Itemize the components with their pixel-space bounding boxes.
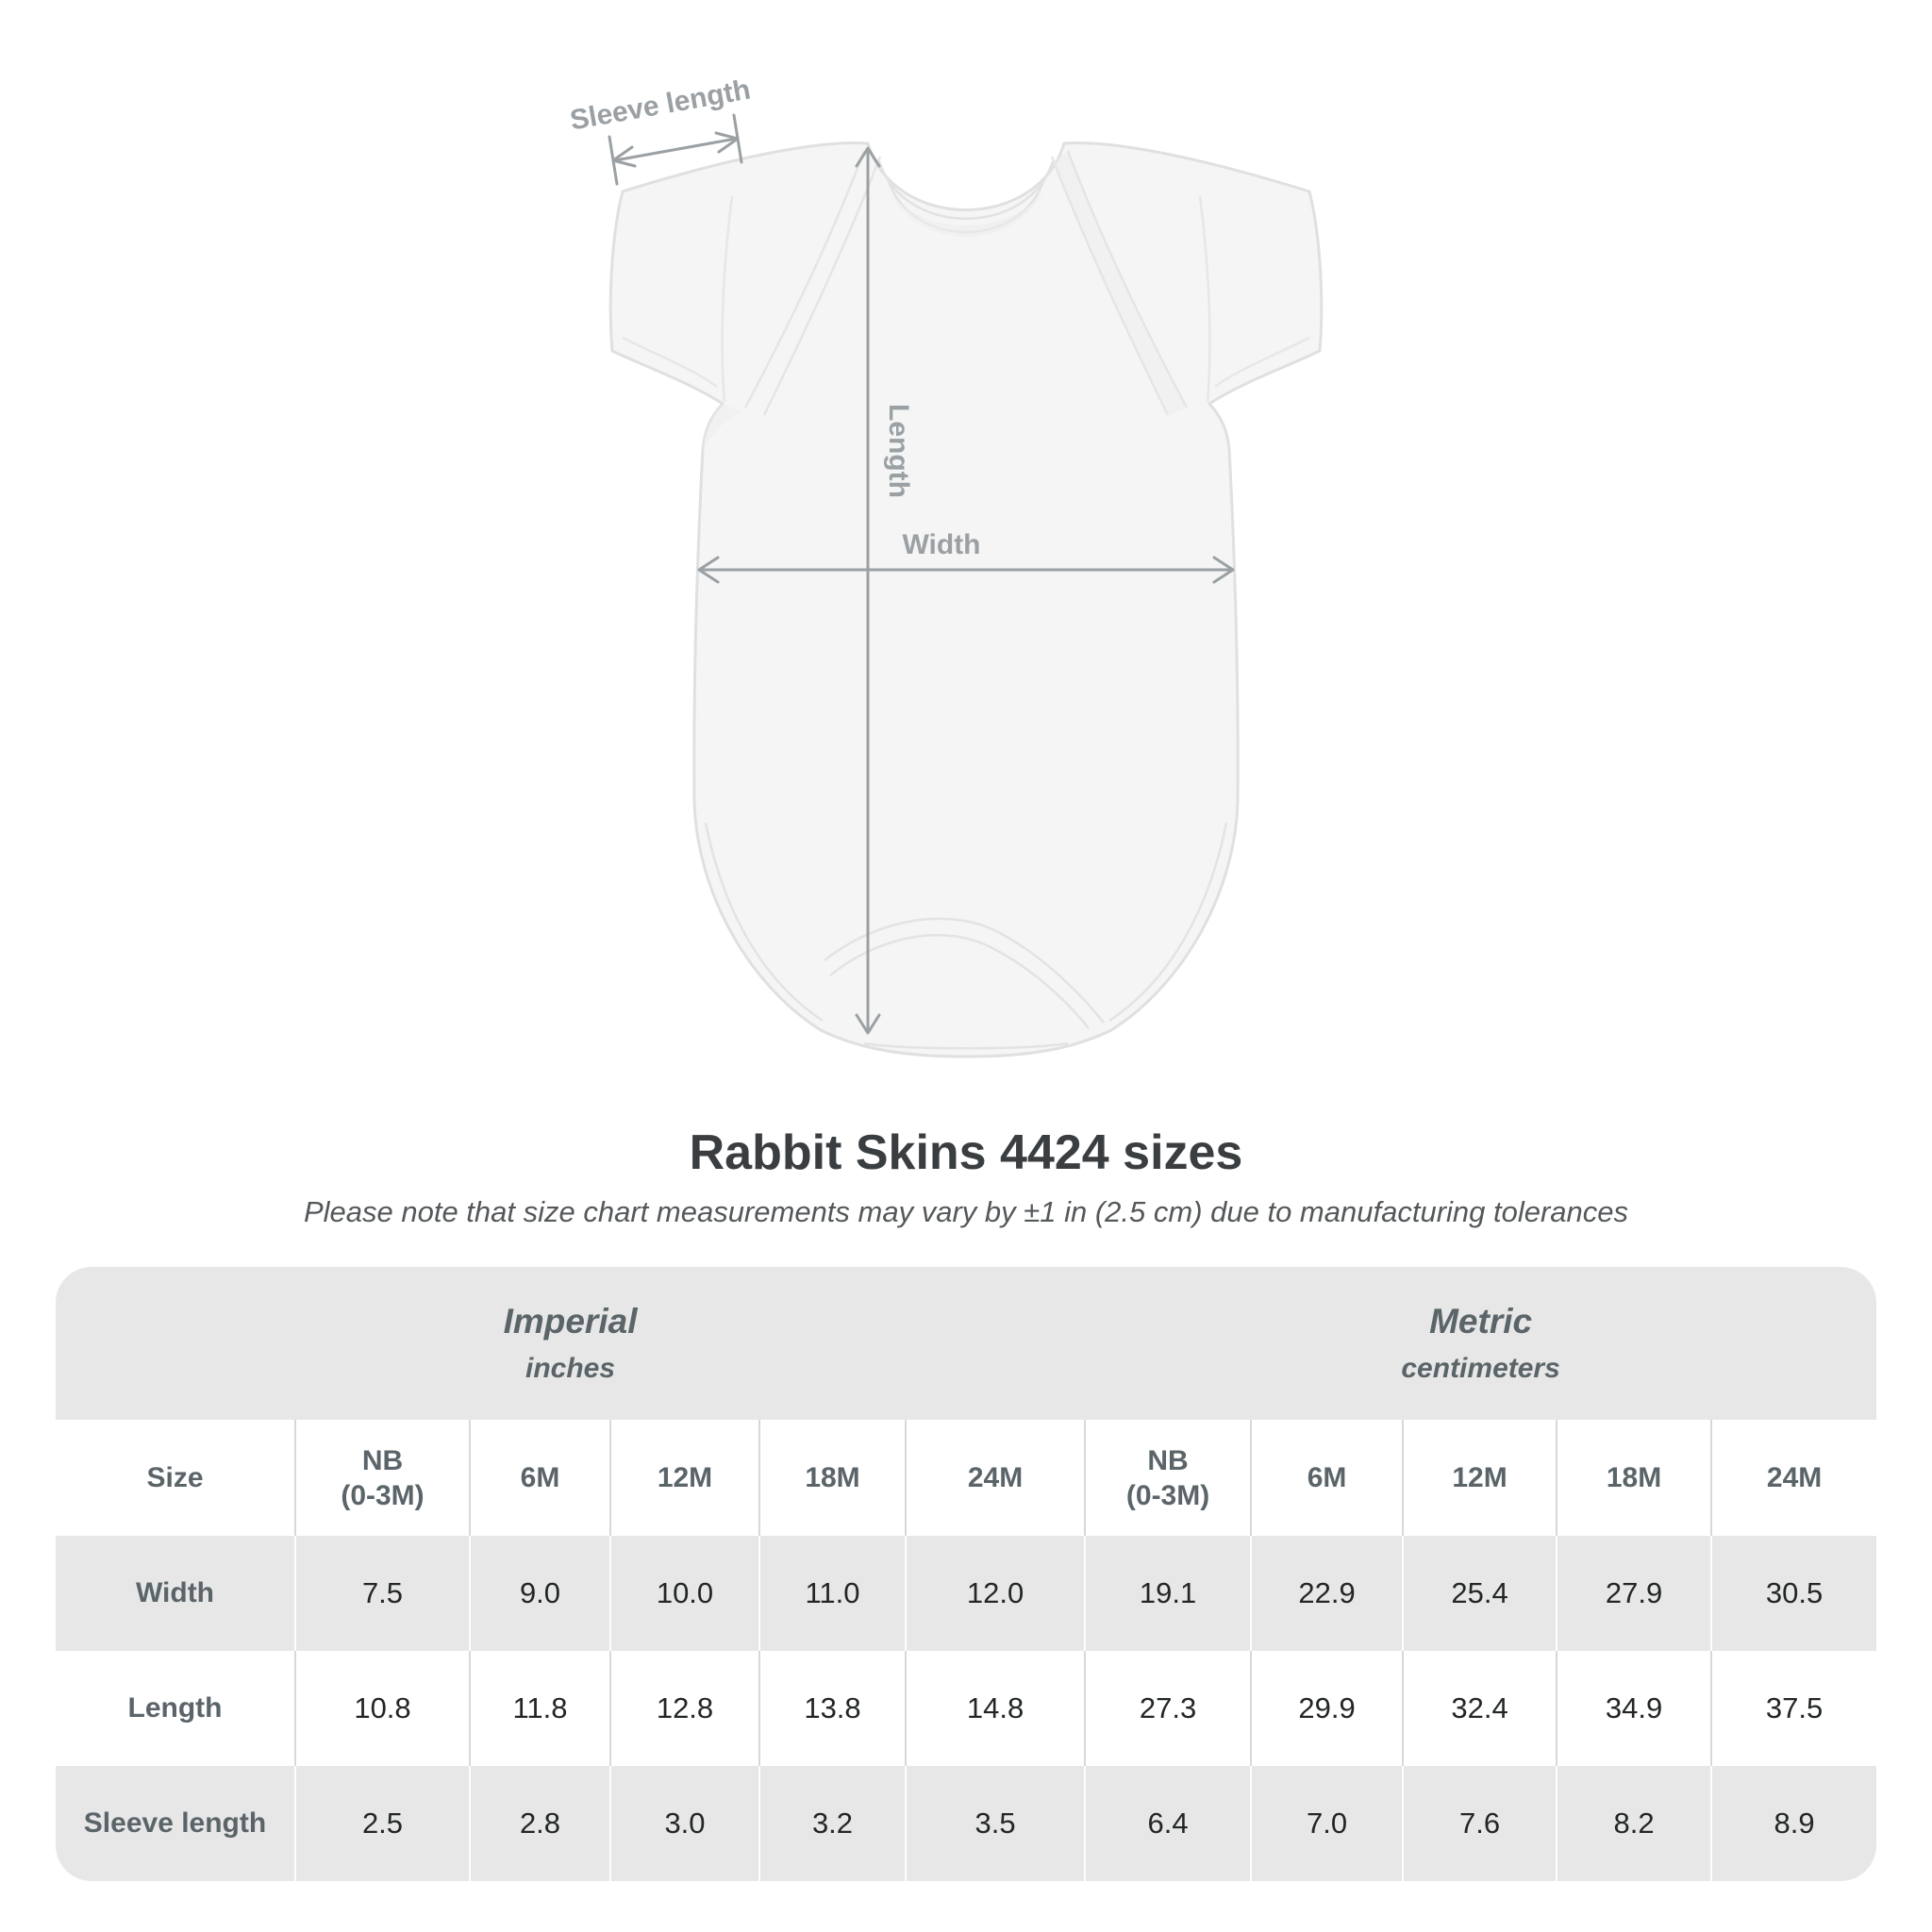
size-header-metric-12m: 12M	[1402, 1420, 1557, 1536]
size-value-cell: 30.5	[1710, 1536, 1876, 1651]
size-value-cell: 34.9	[1556, 1651, 1712, 1766]
metric-unit-label: centimeters	[1401, 1353, 1560, 1384]
size-value-cell: 8.2	[1556, 1766, 1712, 1881]
bodysuit-outline	[608, 142, 1324, 1058]
size-value-cell: 7.6	[1402, 1766, 1557, 1881]
imperial-label: Imperial	[503, 1302, 638, 1341]
table-row-sleeve-length: Sleeve length 2.5 2.8 3.0 3.2 3.5 6.4 7.…	[56, 1766, 1876, 1881]
size-header-metric-nb: NB (0-3M)	[1084, 1420, 1252, 1536]
length-label: Length	[883, 404, 914, 498]
row-label: Sleeve length	[83, 1807, 267, 1839]
tolerance-note: Please note that size chart measurements…	[303, 1195, 1629, 1228]
page-title: Rabbit Skins 4424 sizes	[689, 1125, 1243, 1180]
size-header-imperial-24m: 24M	[904, 1420, 1086, 1536]
size-chart-table: Imperial inches Metric centimeters Size …	[56, 1267, 1876, 1881]
size-value-cell: 27.3	[1084, 1651, 1252, 1766]
row-label: Width	[135, 1577, 215, 1608]
table-row-length: Length 10.8 11.8 12.8 13.8 14.8 27.3 29.…	[56, 1651, 1876, 1766]
size-value-cell: 2.8	[469, 1766, 610, 1881]
size-value-cell: 3.2	[758, 1766, 906, 1881]
size-value-cell: 11.8	[469, 1651, 610, 1766]
size-chart: Imperial inches Metric centimeters Size …	[56, 1267, 1876, 1881]
imperial-unit-header: Imperial inches	[56, 1267, 1086, 1420]
size-value-cell: 19.1	[1084, 1536, 1252, 1651]
size-value-cell: 12.8	[609, 1651, 759, 1766]
size-header-imperial-nb: NB (0-3M)	[294, 1420, 470, 1536]
size-value-cell: 13.8	[758, 1651, 906, 1766]
table-row-width: Width 7.5 9.0 10.0 11.0 12.0 19.1 22.9 2…	[56, 1536, 1876, 1651]
length-arrow	[855, 146, 881, 1035]
size-value-cell: 37.5	[1710, 1651, 1876, 1766]
size-value-cell: 7.5	[294, 1536, 470, 1651]
measurement-arrows	[608, 113, 1235, 1035]
size-value-cell: 22.9	[1250, 1536, 1404, 1651]
size-header-metric-6m: 6M	[1250, 1420, 1404, 1536]
size-value-cell: 12.0	[904, 1536, 1086, 1651]
row-label: Length	[127, 1692, 223, 1724]
fabric-shading	[703, 151, 1187, 449]
size-header-imperial-6m: 6M	[469, 1420, 610, 1536]
metric-unit-header: Metric centimeters	[1085, 1267, 1876, 1420]
sleeve-seams	[622, 195, 1310, 403]
size-header-metric-18m: 18M	[1556, 1420, 1712, 1536]
size-header-imperial-18m: 18M	[758, 1420, 906, 1536]
crotch-flap-seams	[704, 822, 1228, 1050]
size-value-cell: 9.0	[469, 1536, 610, 1651]
size-value-cell: 32.4	[1402, 1651, 1557, 1766]
size-header-metric-24m: 24M	[1710, 1420, 1876, 1536]
size-value-cell: 27.9	[1556, 1536, 1712, 1651]
bodysuit-illustration	[608, 113, 1324, 1058]
size-value-cell: 6.4	[1084, 1766, 1252, 1881]
size-value-cell: 11.0	[758, 1536, 906, 1651]
size-value-cell: 29.9	[1250, 1651, 1404, 1766]
size-value-cell: 10.8	[294, 1651, 470, 1766]
size-value-cell: 2.5	[294, 1766, 470, 1881]
garment-figure: Sleeve length Length Width	[568, 74, 1324, 1058]
size-value-cell: 14.8	[904, 1651, 1086, 1766]
size-column-header: Size	[56, 1420, 295, 1536]
size-value-cell: 3.0	[609, 1766, 759, 1881]
width-arrow	[697, 556, 1235, 584]
imperial-unit-label: inches	[525, 1353, 616, 1384]
size-value-cell: 7.0	[1250, 1766, 1404, 1881]
size-value-cell: 25.4	[1402, 1536, 1557, 1651]
size-header-imperial-12m: 12M	[609, 1420, 759, 1536]
width-label: Width	[902, 529, 981, 560]
size-value-cell: 10.0	[609, 1536, 759, 1651]
metric-label: Metric	[1429, 1302, 1533, 1341]
size-value-cell: 3.5	[904, 1766, 1086, 1881]
size-value-cell: 8.9	[1710, 1766, 1876, 1881]
sleeve-length-arrow	[608, 113, 743, 186]
